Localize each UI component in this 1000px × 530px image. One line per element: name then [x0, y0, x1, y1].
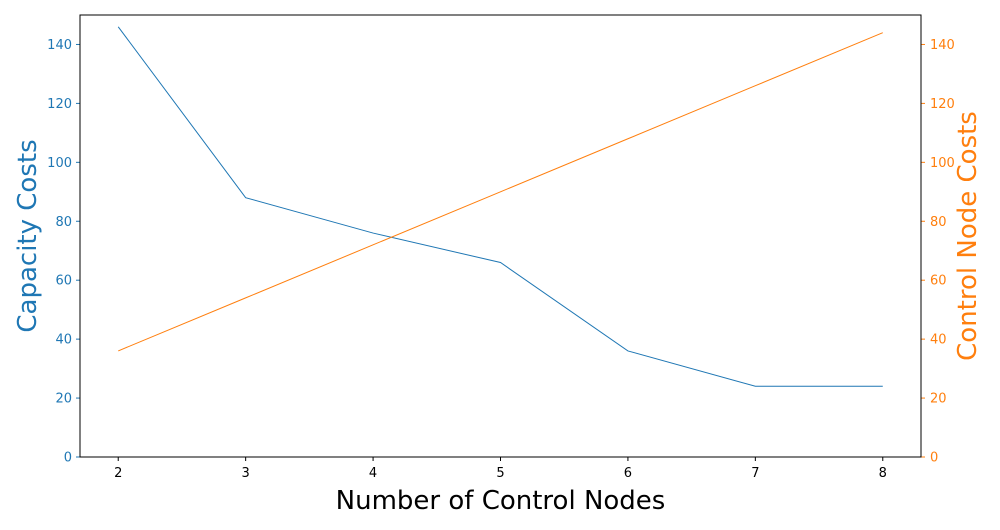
x-tick-label: 2: [114, 466, 122, 481]
x-axis-label: Number of Control Nodes: [336, 486, 666, 516]
left-y-axis-label: Capacity Costs: [13, 139, 43, 332]
right-y-tick-label: 40: [930, 333, 947, 348]
right-y-axis-label: Control Node Costs: [953, 111, 983, 361]
left-y-axis: 0 20 40 60 80 100 120 140: [47, 38, 80, 466]
x-tick-label: 3: [242, 466, 250, 481]
left-y-tick-label: 60: [55, 274, 72, 289]
x-tick-label: 7: [751, 466, 759, 481]
right-y-tick-label: 60: [930, 274, 947, 289]
left-y-tick-label: 120: [47, 97, 72, 112]
left-y-tick-label: 140: [47, 38, 72, 53]
left-y-tick-label: 100: [47, 156, 72, 171]
capacity-costs-line: [117, 26, 883, 387]
x-tick-label: 5: [496, 466, 504, 481]
x-tick-label: 4: [369, 466, 377, 481]
plot-frame: [79, 14, 922, 458]
right-y-axis: 0 20 40 60 80 100 120 140: [921, 38, 955, 466]
left-y-tick-label: 0: [64, 451, 72, 466]
right-y-tick-label: 120: [930, 97, 955, 112]
series-layer: [117, 26, 883, 387]
left-y-tick-label: 40: [55, 333, 72, 348]
right-y-tick-label: 100: [930, 156, 955, 171]
right-y-tick-label: 140: [930, 38, 955, 53]
x-tick-label: 8: [879, 466, 887, 481]
right-y-tick-label: 80: [930, 215, 947, 230]
right-y-tick-label: 20: [930, 392, 947, 407]
right-y-tick-label: 0: [930, 451, 938, 466]
left-y-tick-label: 20: [55, 392, 72, 407]
x-tick-label: 6: [624, 466, 632, 481]
control-node-costs-line: [118, 32, 883, 352]
x-axis: 2 3 4 5 6 7 8: [114, 457, 887, 481]
left-y-tick-label: 80: [55, 215, 72, 230]
